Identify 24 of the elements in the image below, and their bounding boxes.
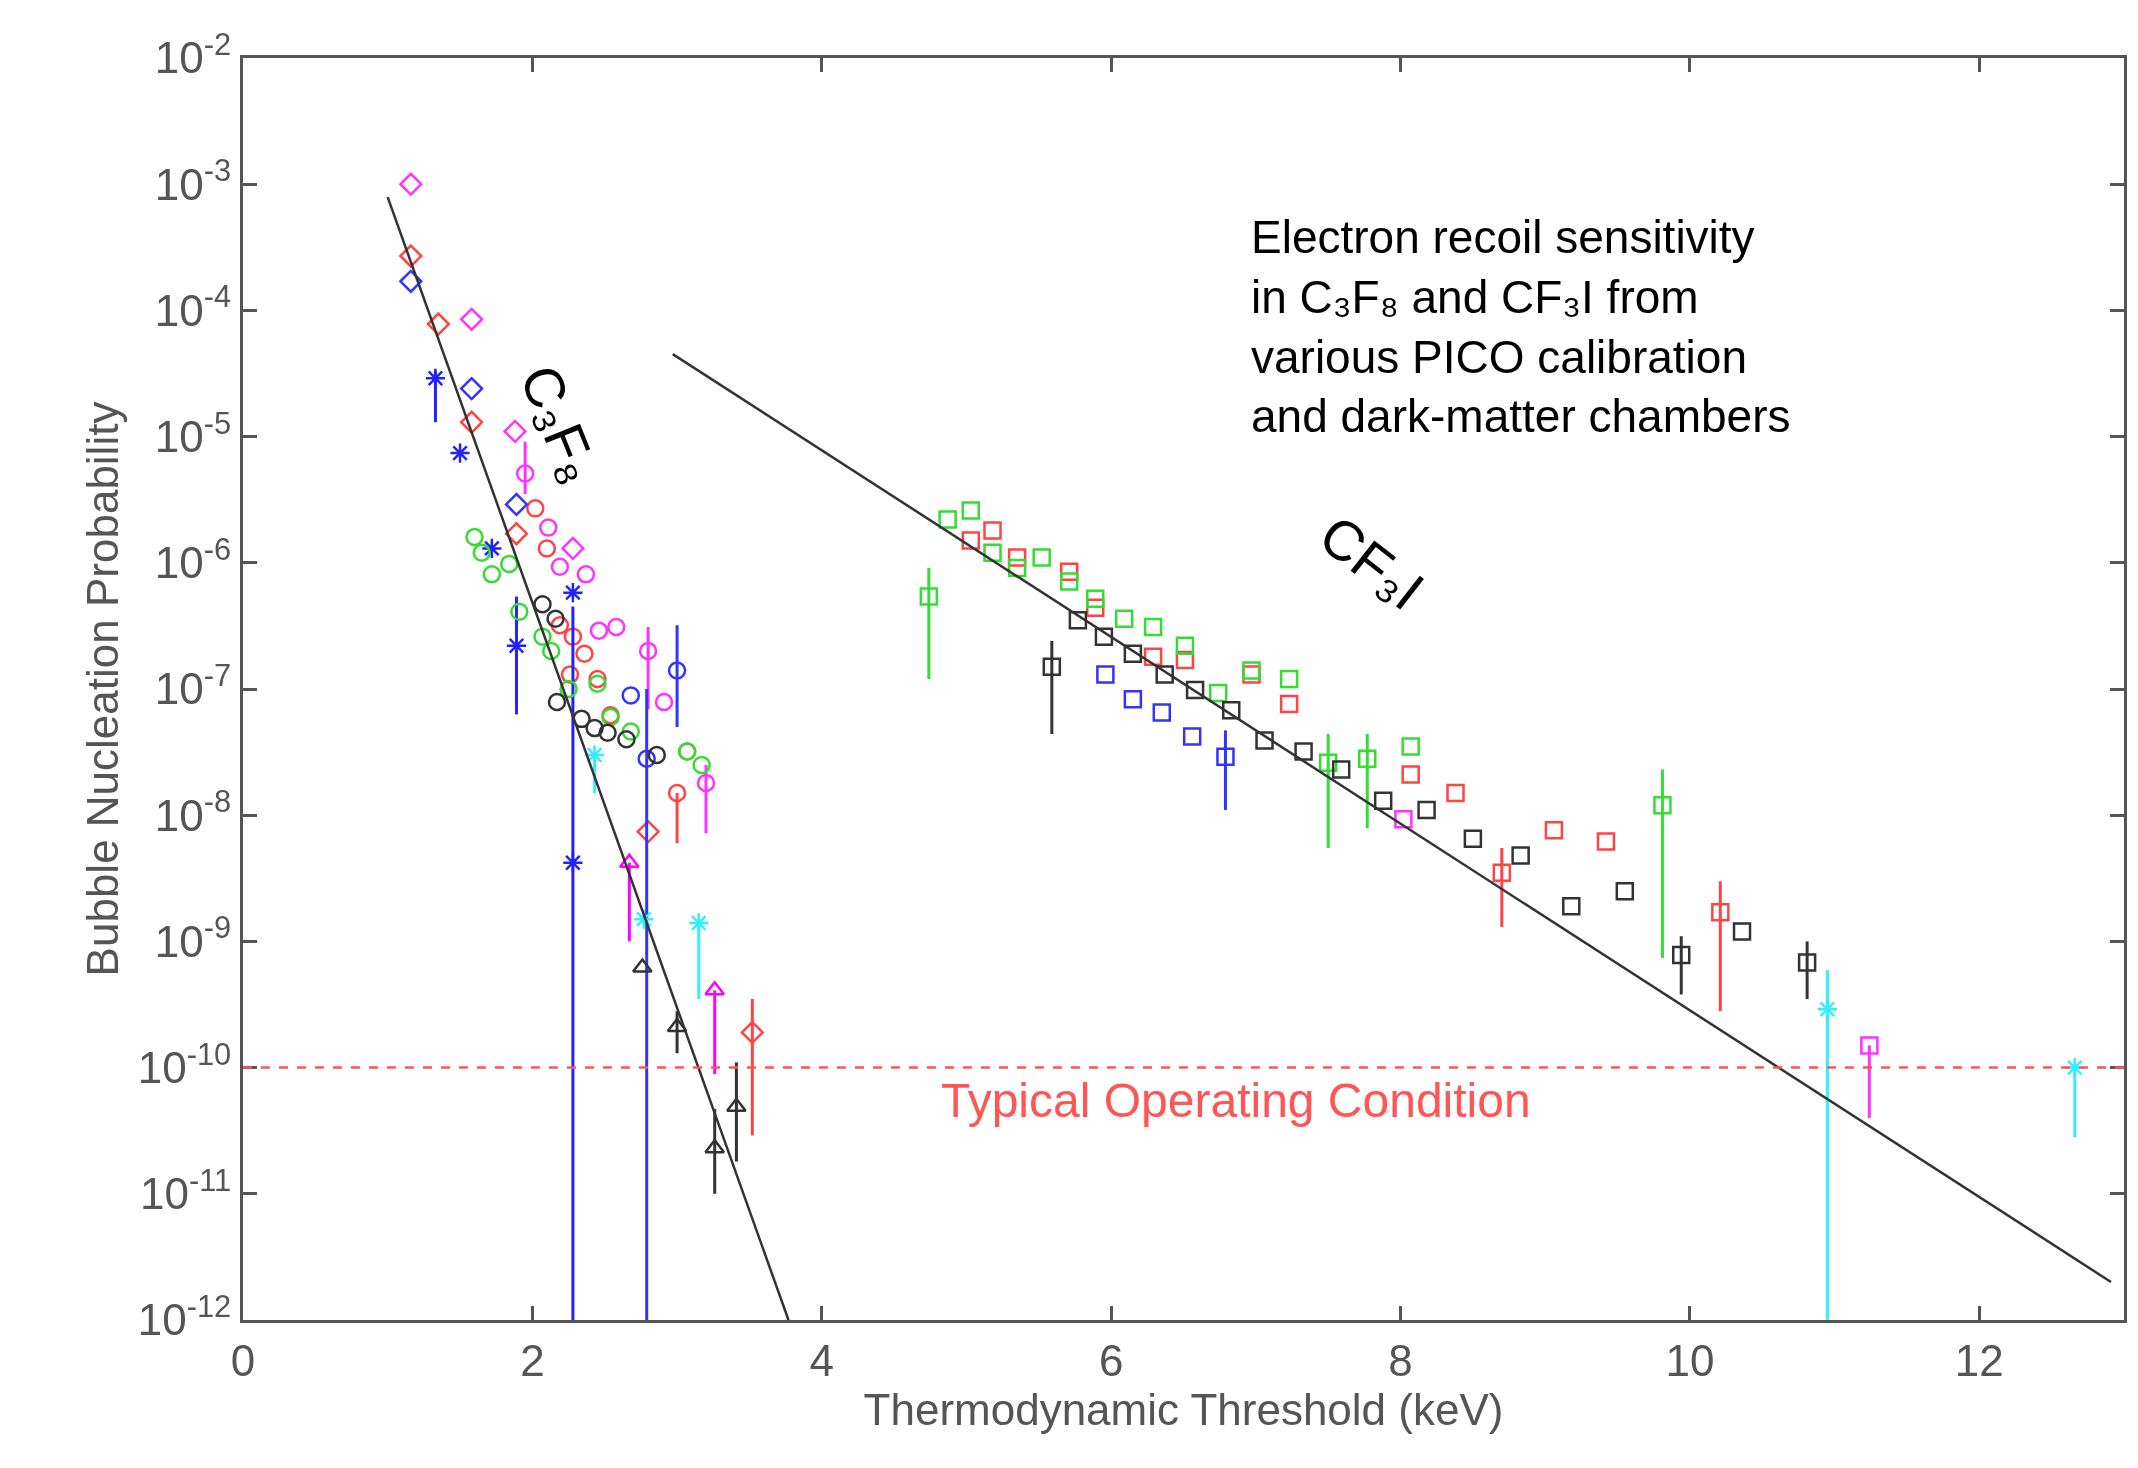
x-tick-label: 12 — [1954, 1335, 2004, 1385]
x-tick-label: 8 — [1388, 1335, 1413, 1385]
x-tick-label: 0 — [230, 1335, 256, 1385]
y-tick-label: 10$^{-3}$ — [154, 153, 232, 209]
y-tick-label: 10$^{-10}$ — [137, 1036, 232, 1092]
y-tick-label: 10$^{-11}$ — [140, 1162, 232, 1219]
x-axis-title: Thermodynamic Threshold (keV) — [863, 1384, 1504, 1434]
annotation: Electron recoil sensitivity in C₃F₈ and CF₃I from various PICO calibration and dark-matter chambers — [1251, 211, 1791, 443]
x-tick-label: 4 — [809, 1335, 835, 1385]
x-tick-label: 10 — [1665, 1335, 1715, 1385]
y-tick-label: 10$^{-8}$ — [154, 784, 232, 840]
x-tick-label: 2 — [520, 1335, 545, 1385]
y-tick-label: 10$^{-4}$ — [154, 279, 232, 335]
y-tick-label: 10$^{-7}$ — [154, 657, 232, 714]
x-tick-label: 6 — [1098, 1335, 1124, 1385]
y-tick-label: 10$^{-2}$ — [154, 26, 232, 83]
annotation: C₃F₈ — [507, 356, 612, 492]
y-axis-title: Bubble Nucleation Probability — [77, 401, 127, 977]
y-tick-label: 10$^{-5}$ — [154, 405, 232, 461]
annotation: CF₃I — [1307, 502, 1436, 623]
y-tick-label: 10$^{-9}$ — [154, 910, 232, 966]
y-tick-label: 10$^{-6}$ — [154, 531, 232, 588]
y-tick-label: 10$^{-12}$ — [137, 1288, 232, 1345]
ref-line-label: Typical Operating Condition — [941, 1074, 1531, 1127]
